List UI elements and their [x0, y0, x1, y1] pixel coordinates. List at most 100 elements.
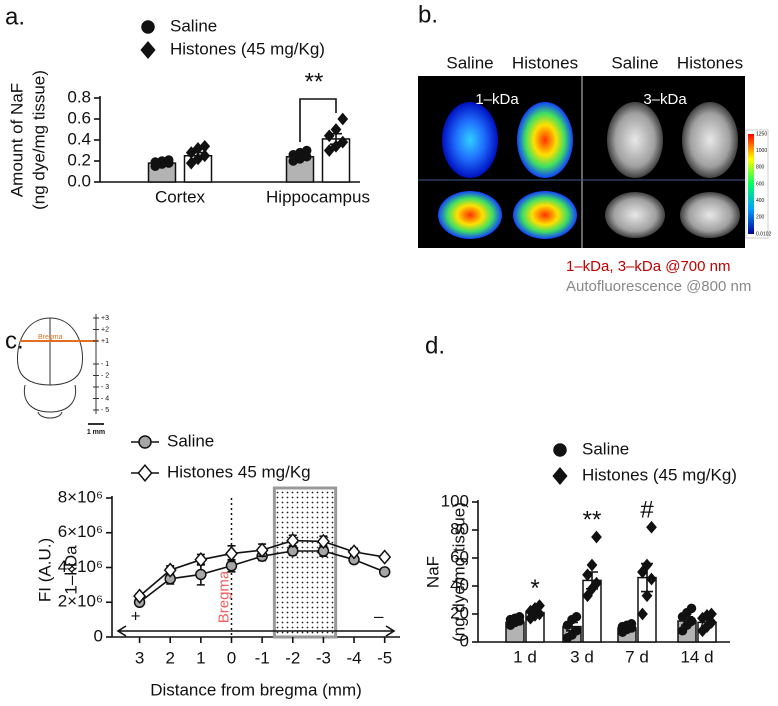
y-tick-label: 80 [450, 519, 469, 538]
data-point [646, 520, 657, 534]
x-tick-label: -2 [285, 648, 300, 667]
x-tick-label: -4 [346, 648, 361, 667]
colorbar-tick-label: 800 [756, 165, 765, 171]
y-axis-label: 1–kDa [61, 545, 80, 595]
y-axis-label: Amount of NaF [7, 83, 26, 197]
inset-tick-label: +3 [101, 315, 109, 322]
x-tick-label: 1 d [513, 647, 537, 666]
bregma-label: Bregma [215, 570, 232, 623]
y-axis-label: NaF [423, 556, 442, 588]
column-header: Histones [677, 53, 743, 72]
x-tick-label: 0 [227, 648, 236, 667]
y-tick-label: 0 [460, 631, 469, 650]
legend-label: Histones 45 mg/Kg [167, 462, 311, 481]
y-tick-label: 20 [450, 603, 469, 622]
brain-section [605, 192, 665, 238]
y-tick-label: 60 [450, 547, 469, 566]
highlight-region [272, 486, 338, 639]
colorbar-tick-label: 200 [756, 215, 765, 221]
y-tick-label: 8×10⁶ [58, 487, 103, 506]
colorbar-tick-label: 1250 [756, 131, 767, 137]
data-point [582, 589, 593, 603]
data-point [323, 144, 335, 157]
error-bar [566, 621, 578, 632]
y-tick-label: 6×10⁶ [58, 522, 103, 541]
x-tick-label: Cortex [155, 187, 206, 206]
legend-label: Saline [582, 439, 629, 458]
inset-tick-label: - 4 [101, 395, 109, 402]
y-tick-label: 100 [441, 491, 469, 510]
error-bar [294, 153, 306, 160]
caption: Autofluorescence @800 nm [566, 278, 751, 295]
brain-section [438, 191, 502, 239]
data-point [163, 562, 177, 578]
data-point [185, 146, 197, 159]
legend-marker [141, 20, 155, 34]
y-axis-label: (ng dye/mg tissue) [449, 502, 468, 642]
legend-marker [553, 443, 567, 457]
data-point [199, 149, 211, 163]
colorbar-tick-label: 1000 [756, 148, 767, 154]
brain-section [680, 192, 740, 238]
colorbar-tick-label: 400 [756, 198, 765, 204]
probe-label: 1–kDa [475, 91, 519, 108]
legend-marker [137, 464, 153, 482]
colorbar-tick-label: 0.0102 [756, 231, 772, 237]
column-header: Saline [611, 53, 658, 72]
data-point [637, 565, 648, 579]
inset-tick-label: - 5 [101, 407, 109, 414]
error-bar [621, 625, 633, 631]
brain-section [513, 191, 577, 239]
data-point [185, 156, 197, 170]
y-tick-label: 0.0 [67, 171, 91, 190]
data-point [347, 544, 361, 560]
legend-marker [552, 467, 568, 485]
x-tick-label: 2 [165, 648, 174, 667]
x-tick-label: 3 [135, 648, 144, 667]
data-point [646, 572, 657, 586]
y-tick-label: 0.6 [67, 108, 91, 127]
data-point [316, 533, 330, 550]
brain-image [607, 102, 663, 178]
inset-tick-label: - 3 [101, 384, 109, 391]
error-bar [330, 132, 342, 145]
y-tick-label: 4×10⁶ [58, 557, 103, 576]
x-tick-label: 7 d [625, 647, 649, 666]
data-point [133, 588, 147, 604]
legend-label: Histones (45 mg/Kg) [170, 39, 325, 58]
data-point [286, 532, 300, 549]
x-tick-label: -5 [377, 648, 392, 667]
caption: 1–kDa, 3–kDa @700 nm [566, 258, 730, 275]
data-point [195, 568, 207, 581]
data-point [337, 135, 349, 149]
significance-bracket [299, 98, 337, 143]
panel-label: c. [5, 327, 24, 354]
brain-image [517, 102, 573, 178]
y-axis-label: FI (A.U.) [35, 538, 54, 602]
data-point [571, 612, 582, 622]
brain-image [442, 102, 498, 178]
inset-bregma-label: Bregma [38, 334, 63, 341]
annotation: ** [583, 506, 602, 533]
annotation: * [530, 575, 539, 602]
colorbar-tick-label: 600 [756, 181, 765, 187]
data-point [534, 599, 545, 612]
error-bar [701, 618, 713, 626]
data-point [225, 560, 238, 572]
data-point [686, 603, 697, 614]
data-point [582, 568, 593, 582]
data-point [637, 607, 648, 621]
inset-tick-label: +1 [101, 338, 109, 345]
legend-label: Histones (45 mg/Kg) [582, 465, 737, 484]
error-bar [529, 609, 541, 617]
y-tick-label: 40 [450, 575, 469, 594]
brain-outline [23, 384, 77, 413]
y-tick-label: 2×10⁶ [58, 592, 103, 611]
panel-b: b. Saline Histones Saline Histones 1–kDa… [418, 1, 769, 295]
data-point [586, 558, 598, 572]
y-tick-label: 0.4 [67, 129, 91, 148]
brain-outline [37, 411, 63, 419]
error-bar [192, 151, 204, 160]
legend-marker [138, 435, 152, 449]
error-bar [586, 571, 598, 590]
